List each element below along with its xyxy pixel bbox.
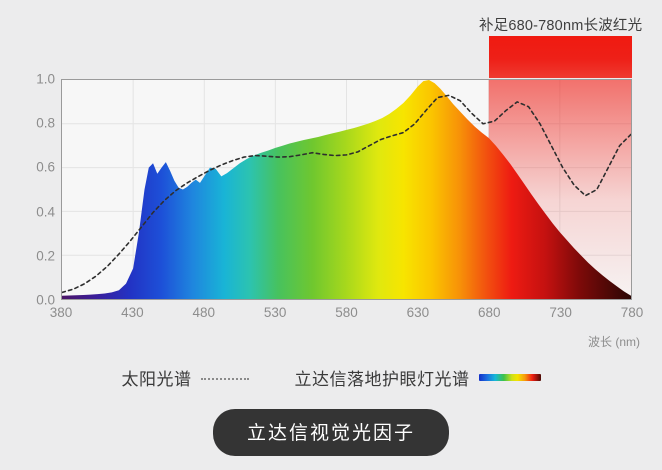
dotted-line-icon xyxy=(200,377,249,380)
x-tick-label: 430 xyxy=(121,305,144,320)
x-tick-label: 480 xyxy=(192,305,216,320)
x-tick-label: 580 xyxy=(335,305,358,320)
red-highlight-band xyxy=(489,36,632,78)
spectrum-bar-icon xyxy=(478,373,541,381)
legend-item-solar: 太阳光谱 xyxy=(122,365,249,390)
legend-label-lamp: 立达信落地护眼灯光谱 xyxy=(294,369,470,389)
y-tick-label: 0.4 xyxy=(36,204,55,220)
lamp-spectrum-area xyxy=(62,80,631,299)
plot-area xyxy=(61,79,632,300)
y-tick-label: 0.2 xyxy=(36,248,55,264)
legend-item-lamp: 立达信落地护眼灯光谱 xyxy=(295,365,541,390)
y-axis-ticks: 0.0 0.2 0.4 0.6 0.8 1.0 xyxy=(5,72,55,308)
x-tick-label: 630 xyxy=(406,305,430,320)
product-badge: 立达信视觉光因子 xyxy=(212,409,449,456)
y-tick-label: 0.0 xyxy=(36,292,55,308)
x-tick-label: 380 xyxy=(49,305,73,320)
y-tick-label: 1.0 xyxy=(36,71,55,87)
x-axis-ticks: 380 430 480 530 580 630 680 730 780 xyxy=(50,305,644,327)
x-tick-label: 780 xyxy=(620,305,644,320)
x-tick-label: 730 xyxy=(549,305,572,320)
x-tick-label: 680 xyxy=(477,305,501,320)
annotation-label: 补足680-780nm长波红光 xyxy=(478,18,643,34)
spectrum-plot-svg xyxy=(62,80,631,299)
y-tick-label: 0.8 xyxy=(36,115,55,131)
y-tick-label: 0.6 xyxy=(36,159,55,175)
legend-label-solar: 太阳光谱 xyxy=(121,369,192,389)
x-axis-title: 波长 (nm) xyxy=(588,335,640,349)
solar-spectrum-line xyxy=(62,94,631,294)
chart-legend: 太阳光谱 立达信落地护眼灯光谱 xyxy=(0,360,662,394)
x-tick-label: 530 xyxy=(263,305,287,320)
badge-container: 立达信视觉光因子 xyxy=(0,409,662,456)
